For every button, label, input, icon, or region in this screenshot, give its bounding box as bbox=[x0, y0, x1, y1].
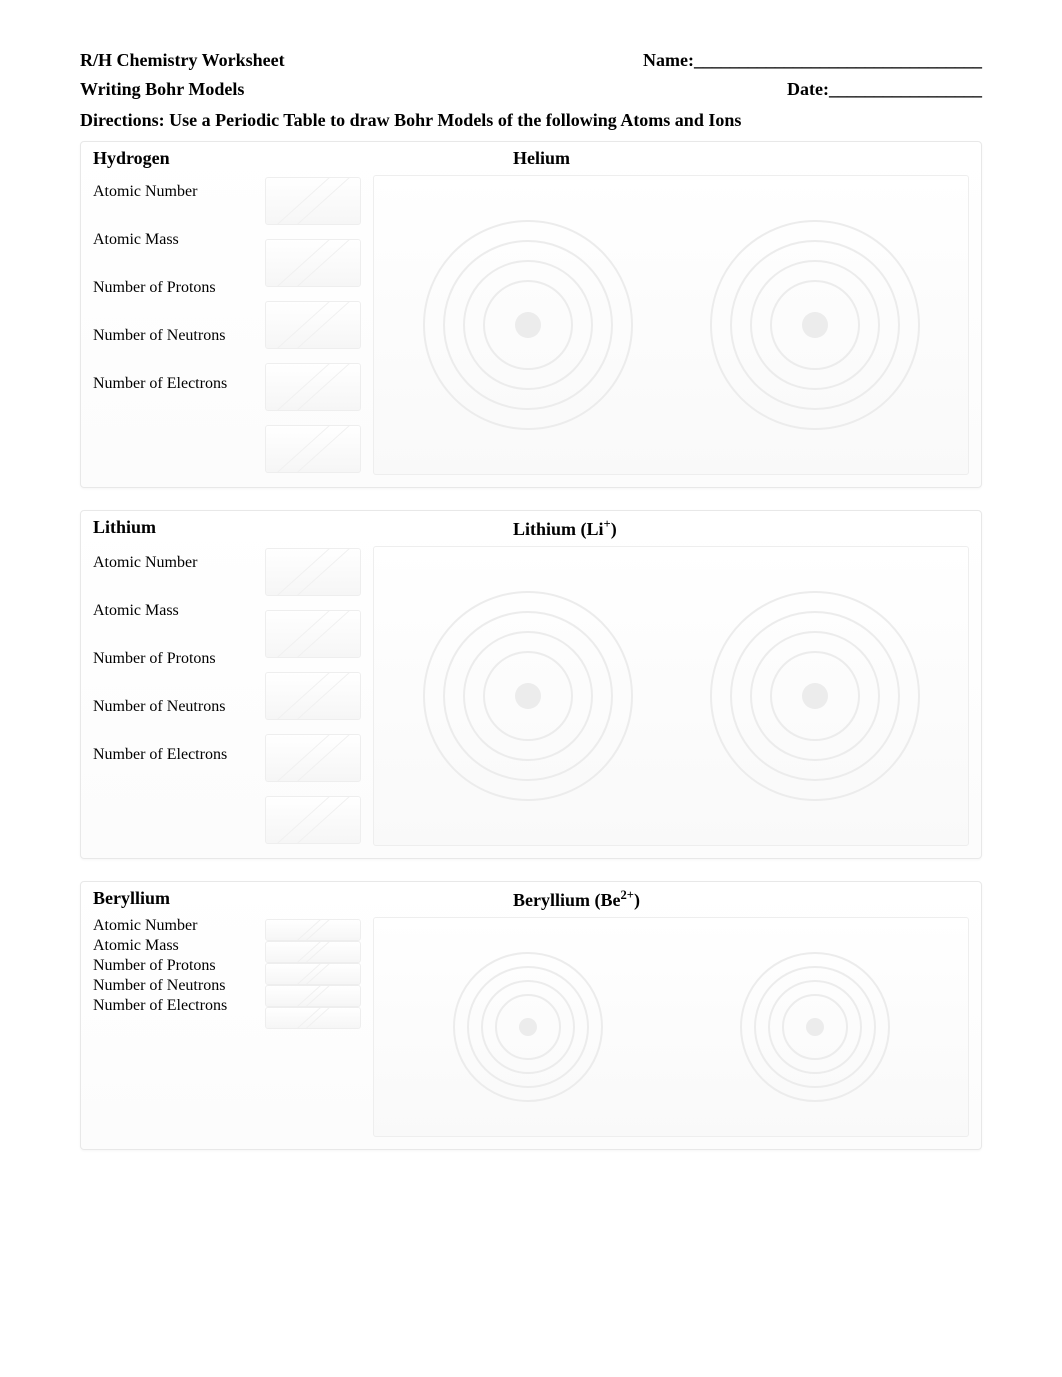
element-section: LithiumLithium (Li+)Atomic NumberAtomic … bbox=[80, 510, 982, 859]
element-name-left: Lithium bbox=[93, 517, 513, 540]
property-input[interactable] bbox=[265, 1007, 361, 1029]
property-label: Number of Neutrons bbox=[93, 698, 253, 716]
property-label: Atomic Number bbox=[93, 183, 253, 201]
date-field-label[interactable]: Date:_________________ bbox=[787, 79, 982, 100]
element-section: BerylliumBeryllium (Be2+)Atomic NumberAt… bbox=[80, 881, 982, 1150]
bohr-model-diagram bbox=[710, 220, 920, 430]
property-input-column bbox=[265, 917, 361, 1137]
property-labels: Atomic Number Atomic Mass Number of Proton… bbox=[93, 546, 253, 846]
property-label: Number of Electrons bbox=[93, 746, 253, 764]
element-name-left: Hydrogen bbox=[93, 148, 513, 169]
property-label: Atomic Number bbox=[93, 917, 253, 935]
worksheet-title: R/H Chemistry Worksheet bbox=[80, 50, 285, 71]
property-label: Number of Protons bbox=[93, 279, 253, 297]
property-label: Atomic Mass bbox=[93, 602, 253, 620]
property-input[interactable] bbox=[265, 796, 361, 844]
property-label: Number of Protons bbox=[93, 650, 253, 668]
bohr-model-diagram bbox=[453, 952, 603, 1102]
bohr-drawing-area[interactable] bbox=[373, 917, 969, 1137]
worksheet-subtitle: Writing Bohr Models bbox=[80, 79, 244, 100]
property-input[interactable] bbox=[265, 548, 361, 596]
element-section: HydrogenHelium Atomic Number Atomic Mass Nu… bbox=[80, 141, 982, 488]
property-labels: Atomic Number Atomic Mass Number of Proton… bbox=[93, 175, 253, 475]
bohr-model-diagram bbox=[710, 591, 920, 801]
property-input-column bbox=[265, 546, 361, 846]
element-name-right: Beryllium (Be2+) bbox=[513, 888, 969, 911]
directions-text: Directions: Use a Periodic Table to draw… bbox=[80, 110, 982, 131]
property-input-column bbox=[265, 175, 361, 475]
property-input[interactable] bbox=[265, 941, 361, 963]
element-name-right: Lithium (Li+) bbox=[513, 517, 969, 540]
name-field-label[interactable]: Name:________________________________ bbox=[643, 50, 982, 71]
element-name-left: Beryllium bbox=[93, 888, 513, 911]
property-label: Atomic Mass bbox=[93, 231, 253, 249]
bohr-drawing-area[interactable] bbox=[373, 546, 969, 846]
property-input[interactable] bbox=[265, 239, 361, 287]
property-input[interactable] bbox=[265, 301, 361, 349]
property-input[interactable] bbox=[265, 425, 361, 473]
bohr-drawing-area[interactable] bbox=[373, 175, 969, 475]
bohr-model-diagram bbox=[423, 591, 633, 801]
property-input[interactable] bbox=[265, 734, 361, 782]
bohr-model-diagram bbox=[423, 220, 633, 430]
property-label: Atomic Number bbox=[93, 554, 253, 572]
property-label: Number of Electrons bbox=[93, 997, 253, 1015]
property-input[interactable] bbox=[265, 985, 361, 1007]
bohr-model-diagram bbox=[740, 952, 890, 1102]
element-name-right: Helium bbox=[513, 148, 969, 169]
property-input[interactable] bbox=[265, 672, 361, 720]
property-input[interactable] bbox=[265, 363, 361, 411]
property-input[interactable] bbox=[265, 610, 361, 658]
property-input[interactable] bbox=[265, 919, 361, 941]
property-input[interactable] bbox=[265, 177, 361, 225]
property-label: Number of Neutrons bbox=[93, 327, 253, 345]
property-label: Number of Protons bbox=[93, 957, 253, 975]
property-labels: Atomic Number Atomic Mass Number of Proton… bbox=[93, 917, 253, 1137]
property-label: Number of Neutrons bbox=[93, 977, 253, 995]
property-input[interactable] bbox=[265, 963, 361, 985]
property-label: Number of Electrons bbox=[93, 375, 253, 393]
property-label: Atomic Mass bbox=[93, 937, 253, 955]
